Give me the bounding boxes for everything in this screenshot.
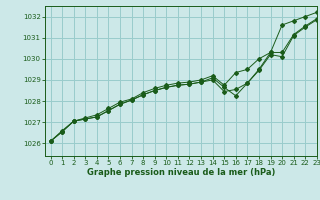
X-axis label: Graphe pression niveau de la mer (hPa): Graphe pression niveau de la mer (hPa) <box>87 168 275 177</box>
